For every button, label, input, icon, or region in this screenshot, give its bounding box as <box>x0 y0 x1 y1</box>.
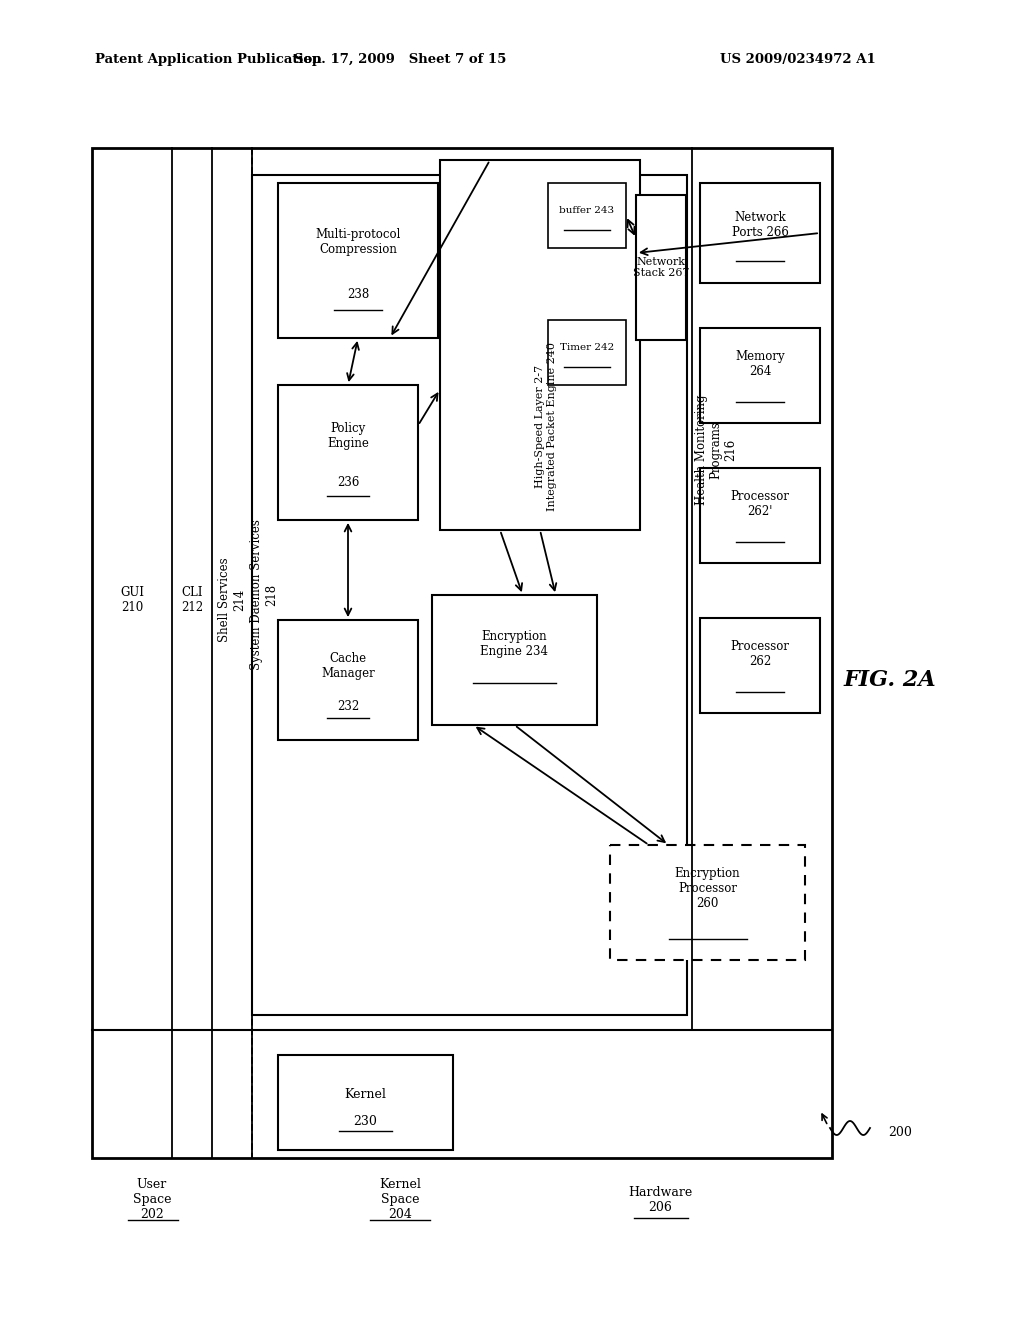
Text: Cache
Manager: Cache Manager <box>322 652 375 680</box>
Text: US 2009/0234972 A1: US 2009/0234972 A1 <box>720 54 876 66</box>
Bar <box>636 195 686 341</box>
Bar <box>278 385 418 520</box>
Bar <box>440 160 640 531</box>
Text: System Daemon Services
218: System Daemon Services 218 <box>250 520 278 671</box>
Bar <box>278 1055 453 1150</box>
Text: Integrated Packet Engine 240: Integrated Packet Engine 240 <box>547 342 557 511</box>
Text: Encryption
Engine 234: Encryption Engine 234 <box>480 631 549 659</box>
Text: Patent Application Publication: Patent Application Publication <box>95 54 322 66</box>
Text: Health Monitoring
Programs
216: Health Monitoring Programs 216 <box>694 395 737 506</box>
Text: Encryption
Processor
260: Encryption Processor 260 <box>675 867 740 911</box>
Bar <box>700 183 820 282</box>
Text: Processor
262: Processor 262 <box>730 640 790 668</box>
Text: Processor
262': Processor 262' <box>730 490 790 519</box>
Text: 236: 236 <box>337 475 359 488</box>
Bar <box>610 845 805 960</box>
Bar <box>92 148 831 1158</box>
Bar <box>252 176 687 1015</box>
Text: GUI
210: GUI 210 <box>120 586 144 614</box>
Text: Network
Ports 266: Network Ports 266 <box>731 211 788 239</box>
Bar <box>278 183 438 338</box>
Text: 230: 230 <box>353 1115 378 1129</box>
Text: FIG. 2A: FIG. 2A <box>844 669 936 690</box>
Text: Kernel
Space
204: Kernel Space 204 <box>379 1179 421 1221</box>
Text: Policy
Engine: Policy Engine <box>327 422 369 450</box>
Bar <box>700 327 820 422</box>
Bar <box>432 595 597 725</box>
Bar <box>278 620 418 741</box>
Text: Memory
264: Memory 264 <box>735 350 784 378</box>
Bar <box>548 319 626 385</box>
Text: Sep. 17, 2009   Sheet 7 of 15: Sep. 17, 2009 Sheet 7 of 15 <box>294 54 506 66</box>
Bar <box>700 469 820 564</box>
Text: Hardware
206: Hardware 206 <box>628 1185 692 1214</box>
Text: Network
Stack 267: Network Stack 267 <box>633 256 689 279</box>
Text: Kernel: Kernel <box>344 1089 386 1101</box>
Text: Shell Services
214: Shell Services 214 <box>218 557 246 643</box>
Text: 200: 200 <box>888 1126 912 1138</box>
Bar <box>700 618 820 713</box>
Text: User
Space
202: User Space 202 <box>133 1179 171 1221</box>
Text: CLI
212: CLI 212 <box>181 586 203 614</box>
Text: buffer 243: buffer 243 <box>559 206 614 215</box>
Text: 232: 232 <box>337 700 359 713</box>
Text: High-Speed Layer 2-7: High-Speed Layer 2-7 <box>535 364 545 488</box>
Bar <box>548 183 626 248</box>
Text: 238: 238 <box>347 288 369 301</box>
Text: Multi-protocol
Compression: Multi-protocol Compression <box>315 228 400 256</box>
Text: Timer 242: Timer 242 <box>560 343 614 352</box>
